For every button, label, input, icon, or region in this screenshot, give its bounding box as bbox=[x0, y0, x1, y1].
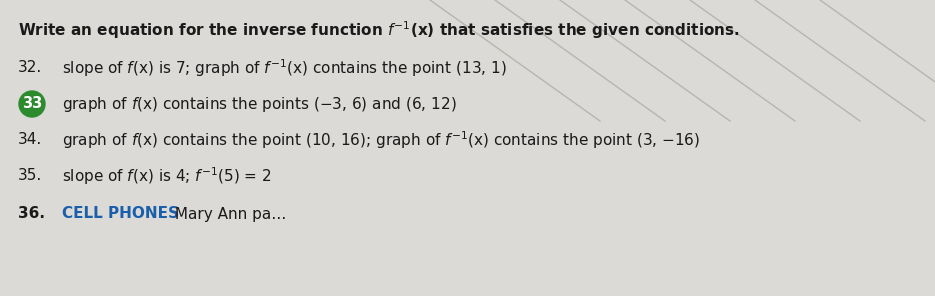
Text: 36.: 36. bbox=[18, 207, 45, 221]
Text: Mary Ann pa…: Mary Ann pa… bbox=[170, 207, 286, 221]
Text: 34.: 34. bbox=[18, 133, 42, 147]
Text: graph of $f$(x) contains the points ($-$3, 6) and (6, 12): graph of $f$(x) contains the points ($-$… bbox=[62, 94, 456, 113]
Text: Write an equation for the inverse function $f^{-1}$(x) that satisfies the given : Write an equation for the inverse functi… bbox=[18, 19, 740, 41]
Text: CELL PHONES: CELL PHONES bbox=[62, 207, 179, 221]
Text: slope of $f$(x) is 4; $f^{-1}$(5) = 2: slope of $f$(x) is 4; $f^{-1}$(5) = 2 bbox=[62, 165, 272, 187]
Text: 32.: 32. bbox=[18, 60, 42, 75]
Text: slope of $f$(x) is 7; graph of $f^{-1}$(x) contains the point (13, 1): slope of $f$(x) is 7; graph of $f^{-1}$(… bbox=[62, 57, 507, 79]
Text: 35.: 35. bbox=[18, 168, 42, 184]
Text: 33: 33 bbox=[22, 96, 42, 112]
Circle shape bbox=[19, 91, 45, 117]
Text: graph of $f$(x) contains the point (10, 16); graph of $f^{-1}$(x) contains the p: graph of $f$(x) contains the point (10, … bbox=[62, 129, 700, 151]
